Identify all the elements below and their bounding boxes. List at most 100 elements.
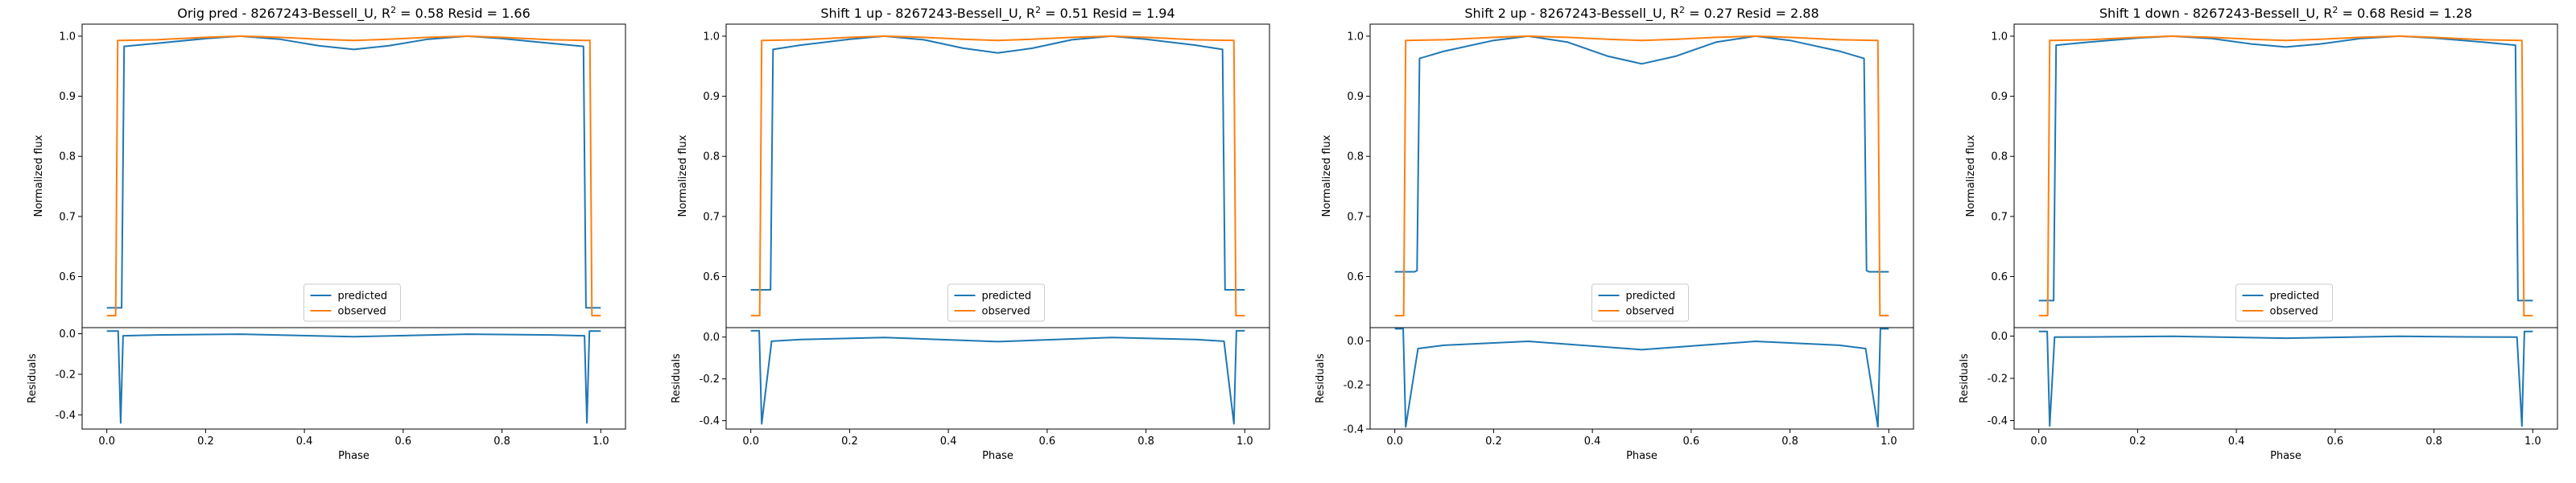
series-line-predicted: [1394, 35, 1889, 273]
flux-ytick-label: 0.8: [1991, 151, 2008, 163]
residual-ytick-label: -0.2: [56, 369, 76, 381]
legend-label-predicted: predicted: [338, 291, 388, 303]
chart-title: Shift 2 up - 8267243-Bessell_U, R2 = 0.2…: [1464, 5, 1818, 23]
flux-ytick-label: 0.6: [703, 271, 720, 283]
xtick-label: 0.2: [197, 436, 214, 448]
residual-ytick-label: -0.4: [56, 410, 76, 422]
chart-title-main: Shift 2 up - 8267243-Bessell_U, R: [1464, 6, 1679, 22]
chart-title-superscript: 2: [1035, 5, 1041, 15]
chart-panel-2: Shift 1 up - 8267243-Bessell_U, R2 = 0.5…: [671, 5, 1270, 462]
xtick-label: 0.0: [98, 436, 115, 448]
xtick-label: 0.2: [1485, 436, 1502, 448]
xtick-label: 0.4: [1584, 436, 1601, 448]
chart-title-main: Shift 1 down - 8267243-Bessell_U, R: [2099, 6, 2333, 22]
xtick-label: 0.8: [493, 436, 510, 448]
xtick-label: 1.0: [2524, 436, 2541, 448]
flux-ytick-label: 0.6: [59, 271, 76, 283]
xtick-label: 0.0: [2030, 436, 2047, 448]
xtick-label: 0.6: [1039, 436, 1056, 448]
residual-ylabel: Residuals: [1959, 353, 1971, 403]
flux-ytick-label: 0.6: [1347, 271, 1364, 283]
chart-panel-4: Shift 1 down - 8267243-Bessell_U, R2 = 0…: [1959, 5, 2558, 462]
chart-title-tail: = 0.68 Resid = 1.28: [2338, 6, 2472, 21]
xtick-label: 1.0: [1236, 436, 1253, 448]
residual-ytick-label: 0.0: [1347, 336, 1364, 348]
flux-ytick-label: 0.8: [1347, 151, 1364, 163]
flux-ytick-label: 0.8: [703, 151, 720, 163]
residual-axes-frame: [1369, 327, 1914, 430]
flux-ytick-label: 0.9: [1991, 91, 2008, 103]
residual-line: [750, 329, 1245, 425]
flux-ytick-label: 0.9: [703, 91, 720, 103]
flux-ytick-label: 0.9: [1347, 91, 1364, 103]
legend-label-observed: observed: [338, 306, 386, 318]
flux-ytick-label: 0.7: [1991, 211, 2008, 223]
flux-ylabel: Normalized flux: [1965, 134, 1977, 217]
residual-line: [2038, 330, 2533, 427]
xtick-label: 0.8: [1137, 436, 1154, 448]
chart-panel-1: Orig pred - 8267243-Bessell_U, R2 = 0.58…: [27, 5, 626, 462]
xlabel: Phase: [982, 450, 1013, 462]
flux-ytick-label: 0.7: [703, 211, 720, 223]
series-line-predicted: [106, 35, 601, 309]
chart-title-main: Orig pred - 8267243-Bessell_U, R: [177, 6, 390, 22]
legend-box: [947, 283, 1045, 322]
flux-ytick-label: 0.9: [59, 91, 76, 103]
legend-label-predicted: predicted: [982, 291, 1032, 303]
xtick-label: 1.0: [592, 436, 609, 448]
xtick-label: 0.8: [1781, 436, 1798, 448]
xtick-label: 0.4: [940, 436, 957, 448]
xtick-label: 0.6: [1683, 436, 1700, 448]
chart-title: Shift 1 down - 8267243-Bessell_U, R2 = 0…: [2099, 5, 2472, 23]
residual-ytick-label: 0.0: [703, 332, 720, 344]
xtick-label: 1.0: [1880, 436, 1897, 448]
residual-ytick-label: -0.4: [700, 415, 720, 427]
legend-label-observed: observed: [2270, 306, 2318, 318]
residual-ylabel: Residuals: [1315, 353, 1327, 403]
chart-title-tail: = 0.58 Resid = 1.66: [396, 6, 530, 21]
residual-axes-frame: [81, 327, 626, 430]
xtick-label: 0.6: [2327, 436, 2344, 448]
series-line-observed: [1394, 35, 1889, 317]
residual-ytick-label: -0.4: [1344, 424, 1364, 436]
series-line-predicted: [750, 35, 1245, 291]
chart-title-main: Shift 1 up - 8267243-Bessell_U, R: [820, 6, 1035, 22]
xlabel: Phase: [2270, 450, 2301, 462]
residual-axes-frame: [725, 327, 1270, 430]
residual-ytick-label: -0.2: [1344, 380, 1364, 392]
chart-title-superscript: 2: [1679, 5, 1685, 15]
flux-ytick-label: 1.0: [1347, 31, 1364, 43]
series-line-observed: [106, 35, 601, 317]
chart-title-tail: = 0.51 Resid = 1.94: [1041, 6, 1175, 21]
residual-ytick-label: -0.2: [700, 374, 720, 386]
xlabel: Phase: [338, 450, 369, 462]
residual-line: [106, 330, 601, 424]
legend-box: [1591, 283, 1689, 322]
flux-ytick-label: 1.0: [59, 31, 76, 43]
residual-ytick-label: -0.4: [1988, 415, 2008, 427]
xtick-label: 0.0: [1386, 436, 1403, 448]
chart-title: Orig pred - 8267243-Bessell_U, R2 = 0.58…: [177, 5, 530, 23]
legend-box: [303, 283, 401, 322]
xtick-label: 0.2: [841, 436, 858, 448]
legend-label-observed: observed: [1626, 306, 1674, 318]
flux-ytick-label: 0.6: [1991, 271, 2008, 283]
residual-ytick-label: -0.2: [1988, 374, 2008, 386]
residual-ylabel: Residuals: [27, 353, 39, 403]
xtick-label: 0.0: [742, 436, 759, 448]
xtick-label: 0.2: [2129, 436, 2146, 448]
flux-ylabel: Normalized flux: [1321, 134, 1333, 217]
legend-label-predicted: predicted: [1626, 291, 1676, 303]
residual-ytick-label: 0.0: [1991, 331, 2008, 343]
residual-ylabel: Residuals: [671, 353, 683, 403]
legend-label-observed: observed: [982, 306, 1030, 318]
flux-ytick-label: 0.7: [59, 211, 76, 223]
flux-ytick-label: 0.7: [1347, 211, 1364, 223]
chart-title-superscript: 2: [390, 5, 396, 15]
flux-ytick-label: 1.0: [1991, 31, 2008, 43]
legend-label-predicted: predicted: [2270, 291, 2320, 303]
chart-panel-3: Shift 2 up - 8267243-Bessell_U, R2 = 0.2…: [1315, 5, 1914, 462]
xtick-label: 0.4: [2228, 436, 2245, 448]
xtick-label: 0.6: [395, 436, 412, 448]
